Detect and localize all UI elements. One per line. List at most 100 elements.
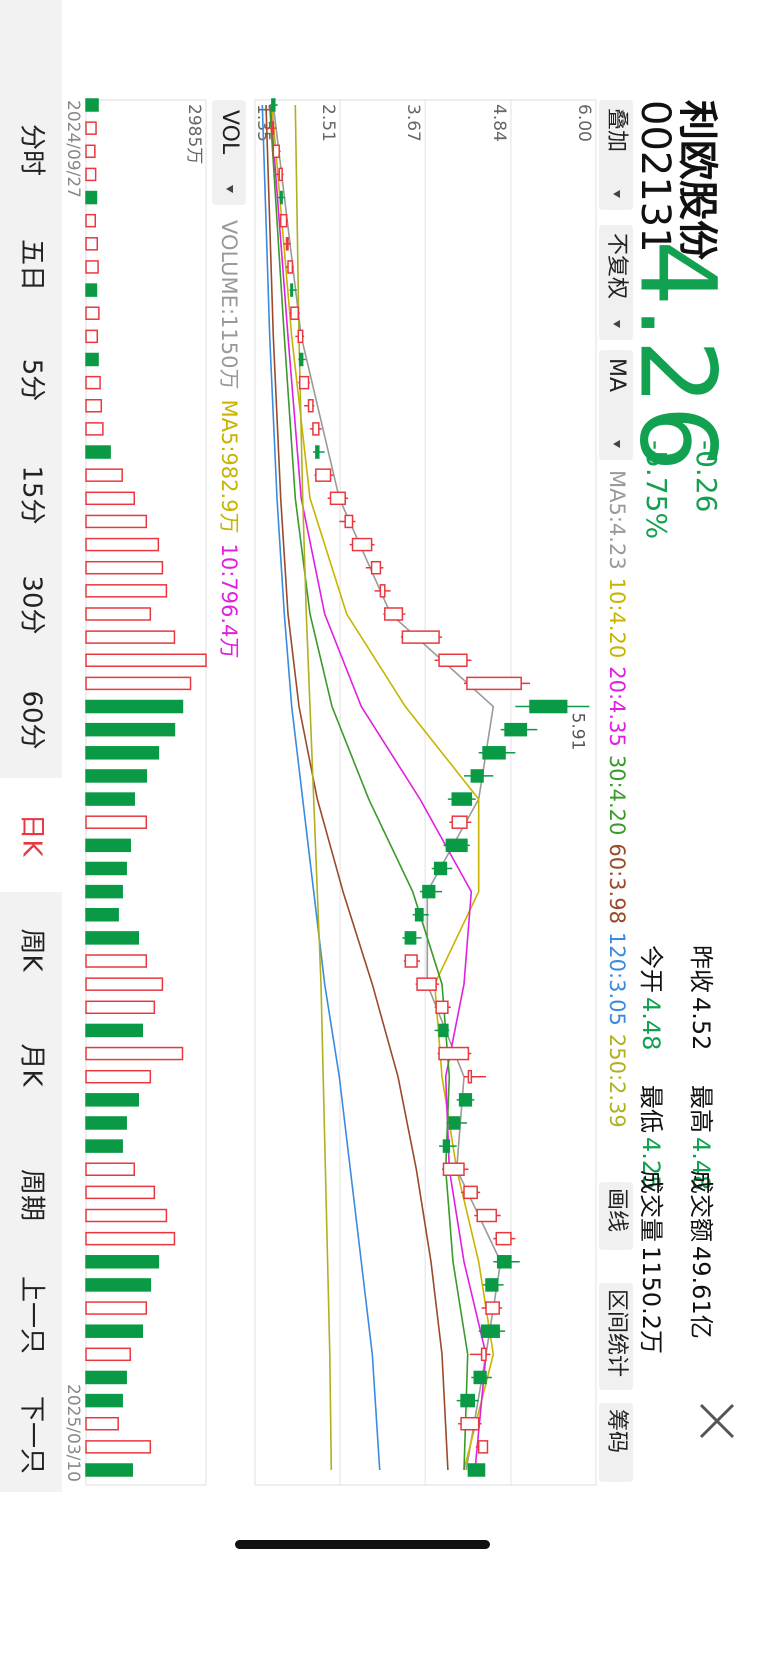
stat-value: 4.48 [637, 997, 665, 1050]
tool-label: 画线 [604, 1188, 629, 1232]
stock-name: 利欧股份 [674, 100, 720, 260]
volume-bar [85, 329, 99, 344]
tab-bar [0, 0, 62, 1492]
candle-body [315, 445, 320, 459]
tab[interactable]: 月K [17, 1043, 47, 1087]
candle-body [344, 514, 354, 529]
candle-body [370, 560, 382, 575]
candle-body [414, 907, 424, 922]
volume-bar [85, 167, 97, 182]
candle-body [467, 1069, 473, 1084]
tab-selected-bg [0, 778, 62, 892]
candle-body [287, 260, 294, 274]
vol-legend: VOLUME:1150万 [217, 220, 241, 389]
candle-body [476, 1208, 498, 1223]
volume-bar [85, 560, 164, 575]
volume-bar [85, 676, 192, 691]
close-button[interactable] [699, 1403, 735, 1439]
toolbar-label: MA [604, 358, 629, 392]
candle-body [279, 190, 283, 205]
toolbar-button[interactable] [599, 225, 633, 340]
volume-bar [85, 306, 100, 320]
volume-bar [85, 1208, 168, 1223]
tool-button[interactable] [599, 1283, 633, 1390]
ma-legend: MA5:4.23 [605, 470, 629, 570]
tool-button[interactable] [599, 1182, 633, 1250]
stat-value: 4.52 [687, 997, 715, 1050]
candle-body [290, 283, 294, 297]
ma-legend: 60:3.98 [605, 843, 629, 924]
tool-button[interactable] [599, 1403, 633, 1482]
candle-body [529, 699, 568, 714]
candle-body [351, 537, 373, 552]
candle-body [485, 1278, 499, 1292]
candle-body [442, 1139, 451, 1153]
toolbar-button[interactable] [599, 350, 633, 460]
ma-line [294, 104, 333, 1471]
volume-bar [85, 237, 99, 251]
vol-button[interactable] [212, 100, 246, 205]
volume-bar [85, 769, 148, 783]
tab[interactable]: 周期 [17, 1169, 47, 1221]
volume-bar [85, 468, 123, 482]
volume-bar [85, 607, 152, 621]
candle-body [297, 329, 304, 344]
volume-bar [85, 1162, 135, 1176]
ma-line [268, 104, 469, 1471]
candle-body [480, 1324, 500, 1338]
tab[interactable]: 5分 [17, 359, 47, 402]
candle-body [329, 491, 346, 506]
candle-body [448, 1116, 461, 1130]
tab[interactable]: 五日 [17, 239, 47, 291]
volume-bar [85, 1116, 127, 1130]
volume-bar [85, 1255, 160, 1269]
volume-bar [85, 1046, 184, 1061]
volume-bar [85, 1231, 176, 1246]
tab[interactable]: 分时 [17, 124, 47, 176]
tab[interactable]: 上一只 [17, 1276, 47, 1354]
dropdown-arrow [613, 320, 620, 328]
volume-bar [85, 931, 140, 945]
tab[interactable]: 60分 [17, 690, 47, 749]
tab[interactable]: 日K [17, 813, 47, 857]
tab[interactable]: 30分 [17, 575, 47, 634]
stat-label: 成交量 [637, 1170, 665, 1242]
candle-body [485, 1301, 500, 1315]
tab[interactable]: 下一只 [17, 1396, 47, 1474]
candle-body [312, 422, 320, 436]
volume-bar [85, 98, 99, 112]
volume-bar [85, 1347, 131, 1362]
volume-bar [85, 838, 131, 853]
candle-body [404, 931, 417, 945]
volume-bar [85, 1416, 119, 1431]
candle-body [416, 977, 437, 991]
candle-body [404, 954, 418, 968]
candle-body [285, 237, 289, 251]
volume-bar [85, 190, 98, 205]
toolbar-button[interactable] [599, 100, 633, 210]
tool-label: 筹码 [604, 1409, 629, 1453]
ma-legend: 20:4.35 [605, 666, 629, 747]
tab[interactable]: 周K [17, 928, 47, 972]
y-tick-label: 3.67 [403, 104, 423, 142]
volume-bar [85, 514, 148, 529]
candle-body [438, 1023, 449, 1038]
volume-bar [85, 954, 148, 968]
ma-line [271, 104, 495, 1471]
candle-body [290, 306, 300, 320]
volume-bar [85, 1093, 140, 1107]
volume-bar [85, 537, 160, 552]
volume-bar [85, 1278, 152, 1292]
tab[interactable]: 15分 [17, 465, 47, 524]
candle-body [272, 144, 280, 159]
candle-body [279, 213, 288, 228]
volume-bar [85, 907, 119, 922]
stat-label: 最低 [637, 1085, 665, 1133]
volume-bar [85, 352, 99, 367]
candle-body [504, 722, 528, 737]
candle-body [298, 375, 310, 390]
candle-body [315, 468, 332, 482]
volume-bar [85, 1301, 148, 1315]
candle-body [379, 584, 386, 598]
